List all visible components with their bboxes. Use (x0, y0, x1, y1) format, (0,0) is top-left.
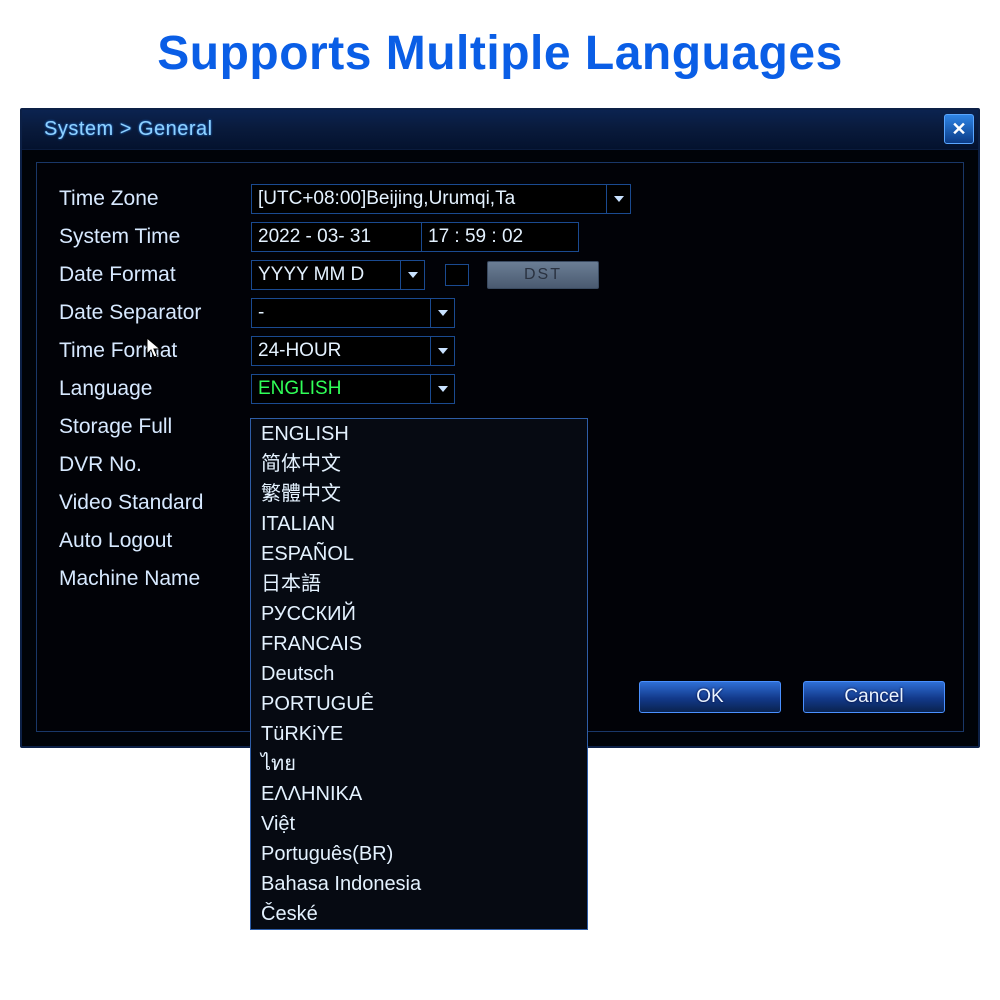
chevron-down-icon (400, 261, 424, 289)
language-option[interactable]: České (251, 899, 587, 929)
chevron-down-icon (606, 185, 630, 213)
language-option[interactable]: ENGLISH (251, 419, 587, 449)
language-option[interactable]: Deutsch (251, 659, 587, 689)
dst-checkbox[interactable] (445, 264, 469, 286)
label-date-format: Date Format (59, 263, 251, 287)
time-zone-select[interactable]: [UTC+08:00]Beijing,Urumqi,Ta (251, 184, 631, 214)
language-option[interactable]: ESPAÑOL (251, 539, 587, 569)
row-date-separator: Date Separator - (59, 295, 943, 331)
chevron-down-icon (430, 337, 454, 365)
label-machine-name: Machine Name (59, 567, 251, 591)
language-option[interactable]: 简体中文 (251, 449, 587, 479)
label-storage-full: Storage Full (59, 415, 251, 439)
date-format-select[interactable]: YYYY MM D (251, 260, 425, 290)
language-value: ENGLISH (258, 378, 341, 400)
language-option[interactable]: ΕΛΛΗΝΙΚΑ (251, 779, 587, 809)
language-option[interactable]: ไทย (251, 749, 587, 779)
date-separator-select[interactable]: - (251, 298, 455, 328)
label-language: Language (59, 377, 251, 401)
language-option[interactable]: РУССКИЙ (251, 599, 587, 629)
label-video-standard: Video Standard (59, 491, 251, 515)
label-time-format: Time Format (59, 339, 251, 363)
headline: Supports Multiple Languages (0, 0, 1000, 81)
dst-button[interactable]: DST (487, 261, 599, 289)
footer-buttons: OK Cancel (639, 681, 945, 713)
time-zone-value: [UTC+08:00]Beijing,Urumqi,Ta (258, 188, 515, 210)
chevron-down-icon (430, 375, 454, 403)
language-option[interactable]: 日本語 (251, 569, 587, 599)
language-option[interactable]: ITALIAN (251, 509, 587, 539)
system-date-input[interactable]: 2022 - 03- 31 (251, 222, 421, 252)
system-date-value: 2022 - 03- 31 (258, 226, 371, 248)
language-option[interactable]: Português(BR) (251, 839, 587, 869)
row-system-time: System Time 2022 - 03- 31 17 : 59 : 02 (59, 219, 943, 255)
language-option[interactable]: FRANCAIS (251, 629, 587, 659)
row-language: Language ENGLISH (59, 371, 943, 407)
language-option[interactable]: TüRKiYE (251, 719, 587, 749)
language-option[interactable]: PORTUGUÊ (251, 689, 587, 719)
language-select[interactable]: ENGLISH (251, 374, 455, 404)
time-format-value: 24-HOUR (258, 340, 341, 362)
label-auto-logout: Auto Logout (59, 529, 251, 553)
system-time-value: 17 : 59 : 02 (428, 226, 523, 248)
date-format-value: YYYY MM D (258, 264, 364, 286)
row-date-format: Date Format YYYY MM D DST (59, 257, 943, 293)
language-option[interactable]: Bahasa Indonesia (251, 869, 587, 899)
date-separator-value: - (258, 302, 264, 324)
cancel-button[interactable]: Cancel (803, 681, 945, 713)
label-dvr-no: DVR No. (59, 453, 251, 477)
chevron-down-icon (430, 299, 454, 327)
row-time-zone: Time Zone [UTC+08:00]Beijing,Urumqi,Ta (59, 181, 943, 217)
ok-button[interactable]: OK (639, 681, 781, 713)
window-title: System > General (44, 118, 213, 141)
language-dropdown[interactable]: ENGLISH简体中文繁體中文ITALIANESPAÑOL日本語РУССКИЙF… (250, 418, 588, 930)
titlebar: System > General ✕ (22, 110, 978, 150)
label-time-zone: Time Zone (59, 187, 251, 211)
label-date-separator: Date Separator (59, 301, 251, 325)
close-button[interactable]: ✕ (944, 114, 974, 144)
system-time-input[interactable]: 17 : 59 : 02 (421, 222, 579, 252)
close-icon: ✕ (951, 119, 966, 140)
time-format-select[interactable]: 24-HOUR (251, 336, 455, 366)
language-option[interactable]: Việt (251, 809, 587, 839)
label-system-time: System Time (59, 225, 251, 249)
language-option[interactable]: 繁體中文 (251, 479, 587, 509)
row-time-format: Time Format 24-HOUR (59, 333, 943, 369)
